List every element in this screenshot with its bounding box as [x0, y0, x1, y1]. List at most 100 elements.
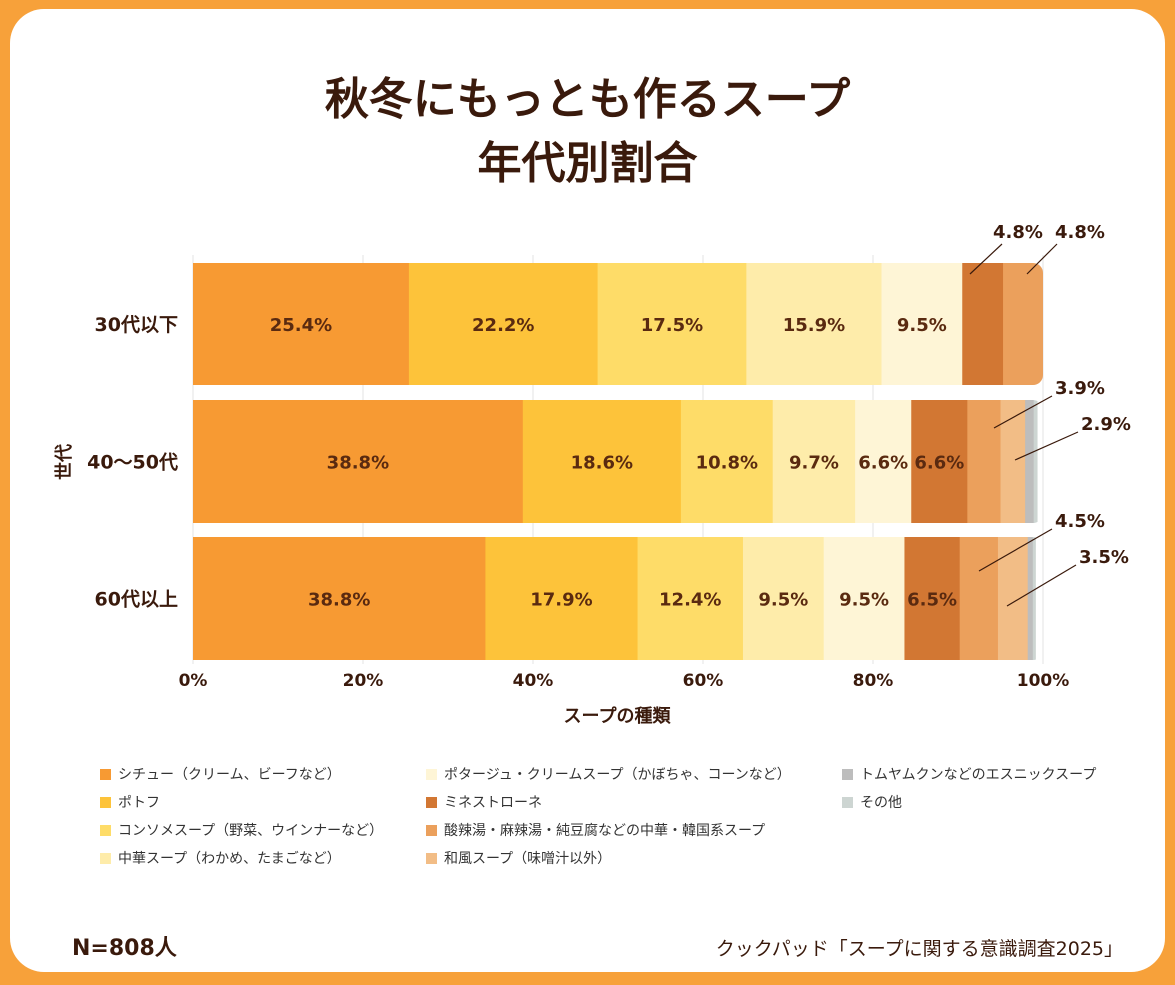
x-axis-label: スープの種類	[564, 705, 672, 727]
stacked-bar-chart: 25.4% 22.2% 17.5% 15.9% 9.5% 38.8% 18.6% 10.8% 9…	[54, 222, 1131, 727]
data-label-2-6: 4.5%	[1055, 511, 1105, 532]
data-label-1-2: 10.8%	[696, 453, 758, 474]
bar-1-0	[193, 400, 524, 523]
bar-2-8	[1027, 537, 1034, 660]
data-label-2-0: 38.8%	[308, 590, 370, 611]
x-tick-labels: 0% 20% 40% 60% 80% 100%	[179, 671, 1070, 691]
data-label-0-2: 17.5%	[641, 315, 703, 336]
data-label-2-4: 9.5%	[839, 590, 889, 611]
data-label-1-7: 2.9%	[1081, 414, 1131, 435]
bar-0-3	[746, 263, 882, 385]
category-labels: 30代以下 40〜50代 60代以上	[87, 314, 178, 611]
legend-swatch-0	[100, 768, 111, 780]
data-label-2-2: 12.4%	[659, 590, 721, 611]
data-label-1-6: 3.9%	[1055, 378, 1105, 399]
data-label-2-3: 9.5%	[758, 590, 808, 611]
bar-2-6	[959, 537, 999, 660]
legend-swatch-3	[100, 852, 111, 864]
bar-2-0	[193, 537, 486, 660]
legend-label-6: 酸辣湯・麻辣湯・純豆腐などの中華・韓国系スープ	[444, 823, 766, 839]
bar-1-7	[1000, 400, 1026, 523]
data-label-0-5: 4.8%	[993, 222, 1043, 243]
leader-line-0-6	[1026, 243, 1058, 275]
bar-2-5	[904, 537, 961, 660]
legend-label-8: トムヤムクンなどのエスニックスープ	[860, 767, 1097, 783]
legend-item-4: ポタージュ・クリームスープ（かぼちゃ、コーンなど）	[426, 764, 791, 784]
legend-label-3: 中華スープ（わかめ、たまごなど）	[118, 851, 341, 867]
bar-2-2	[637, 537, 744, 660]
legend-label-4: ポタージュ・クリームスープ（かぼちゃ、コーンなど）	[444, 767, 791, 783]
x-tick-label-4: 80%	[853, 671, 894, 691]
bar-2-9	[1032, 537, 1036, 660]
bar-row-1	[193, 400, 1038, 523]
legend-item-5: ミネストローネ	[426, 792, 542, 812]
title-line-1: 秋冬にもっとも作るスープ	[324, 74, 851, 125]
legend-swatch-1	[100, 796, 111, 808]
bar-0-0	[193, 263, 410, 385]
legend-item-1: ポトフ	[100, 792, 160, 812]
data-label-0-6: 4.8%	[1055, 222, 1105, 243]
data-label-0-4: 9.5%	[897, 315, 947, 336]
category-label-0: 30代以下	[95, 314, 178, 336]
legend-item-6: 酸辣湯・麻辣湯・純豆腐などの中華・韓国系スープ	[426, 820, 765, 840]
data-label-1-1: 18.6%	[571, 453, 633, 474]
x-tick-label-1: 20%	[343, 671, 384, 691]
legend-label-5: ミネストローネ	[444, 795, 542, 811]
bar-1-8	[1025, 400, 1035, 523]
legend-swatch-8	[842, 768, 853, 780]
bar-1-9	[1033, 400, 1038, 523]
legend-item-2: コンソメスープ（野菜、ウインナーなど）	[100, 820, 383, 840]
legend-swatch-6	[426, 824, 437, 836]
source-note: クックパッド「スープに関する意識調査2025」	[715, 938, 1123, 960]
legend-label-2: コンソメスープ（野菜、ウインナーなど）	[118, 823, 384, 839]
legend-item-9: その他	[842, 792, 902, 812]
legend-swatch-2	[100, 824, 111, 836]
y-axis-label: 世代	[54, 444, 75, 480]
bar-1-2	[680, 400, 774, 523]
bar-1-5	[911, 400, 968, 523]
legend-label-0: シチュー（クリーム、ビーフなど）	[118, 767, 341, 783]
bar-2-4	[823, 537, 905, 660]
data-label-1-0: 38.8%	[327, 453, 389, 474]
legend-label-9: その他	[860, 795, 902, 811]
x-tick-label-2: 40%	[513, 671, 554, 691]
data-label-1-5: 6.6%	[914, 453, 964, 474]
leader-line-0-5	[969, 243, 1003, 275]
bar-0-2	[597, 263, 747, 385]
title-line-2: 年代別割合	[477, 138, 698, 189]
x-tick-label-5: 100%	[1017, 671, 1070, 691]
data-label-0-3: 15.9%	[783, 315, 845, 336]
bar-2-7	[997, 537, 1029, 660]
data-label-0-1: 22.2%	[472, 315, 534, 336]
legend-item-8: トムヤムクンなどのエスニックスープ	[842, 764, 1096, 784]
bar-2-3	[742, 537, 825, 660]
legend-swatch-4	[426, 768, 437, 780]
bar-row-2	[193, 537, 1036, 660]
bar-0-5	[962, 263, 1004, 385]
category-label-2: 60代以上	[95, 589, 178, 611]
legend-item-3: 中華スープ（わかめ、たまごなど）	[100, 848, 341, 868]
data-label-2-5: 6.5%	[907, 590, 957, 611]
legend-swatch-5	[426, 796, 437, 808]
data-label-2-7: 3.5%	[1079, 547, 1129, 568]
legend-label-7: 和風スープ（味噌汁以外）	[444, 851, 612, 867]
legend-swatch-9	[842, 796, 853, 808]
legend-item-0: シチュー（クリーム、ビーフなど）	[100, 764, 341, 784]
bar-0-1	[408, 263, 599, 385]
bar-1-1	[522, 400, 682, 523]
x-tick-label-3: 60%	[683, 671, 724, 691]
legend-item-7: 和風スープ（味噌汁以外）	[426, 848, 611, 868]
bar-0-4	[881, 263, 963, 385]
data-label-0-0: 25.4%	[270, 315, 332, 336]
sample-size: N=808人	[72, 936, 177, 961]
callouts: 4.8% 4.8% 3.9% 2.9% 4.5% 3.5%	[969, 222, 1131, 607]
bar-0-6	[1003, 263, 1043, 385]
bar-1-6	[967, 400, 1001, 523]
leader-line-1-6	[993, 395, 1053, 429]
bars: 25.4% 22.2% 17.5% 15.9% 9.5% 38.8% 18.6% 10.8% 9…	[193, 263, 1043, 660]
bar-1-3	[772, 400, 856, 523]
data-label-1-3: 9.7%	[789, 453, 839, 474]
category-label-1: 40〜50代	[87, 452, 178, 474]
bar-1-4	[855, 400, 912, 523]
bar-2-1	[485, 537, 639, 660]
